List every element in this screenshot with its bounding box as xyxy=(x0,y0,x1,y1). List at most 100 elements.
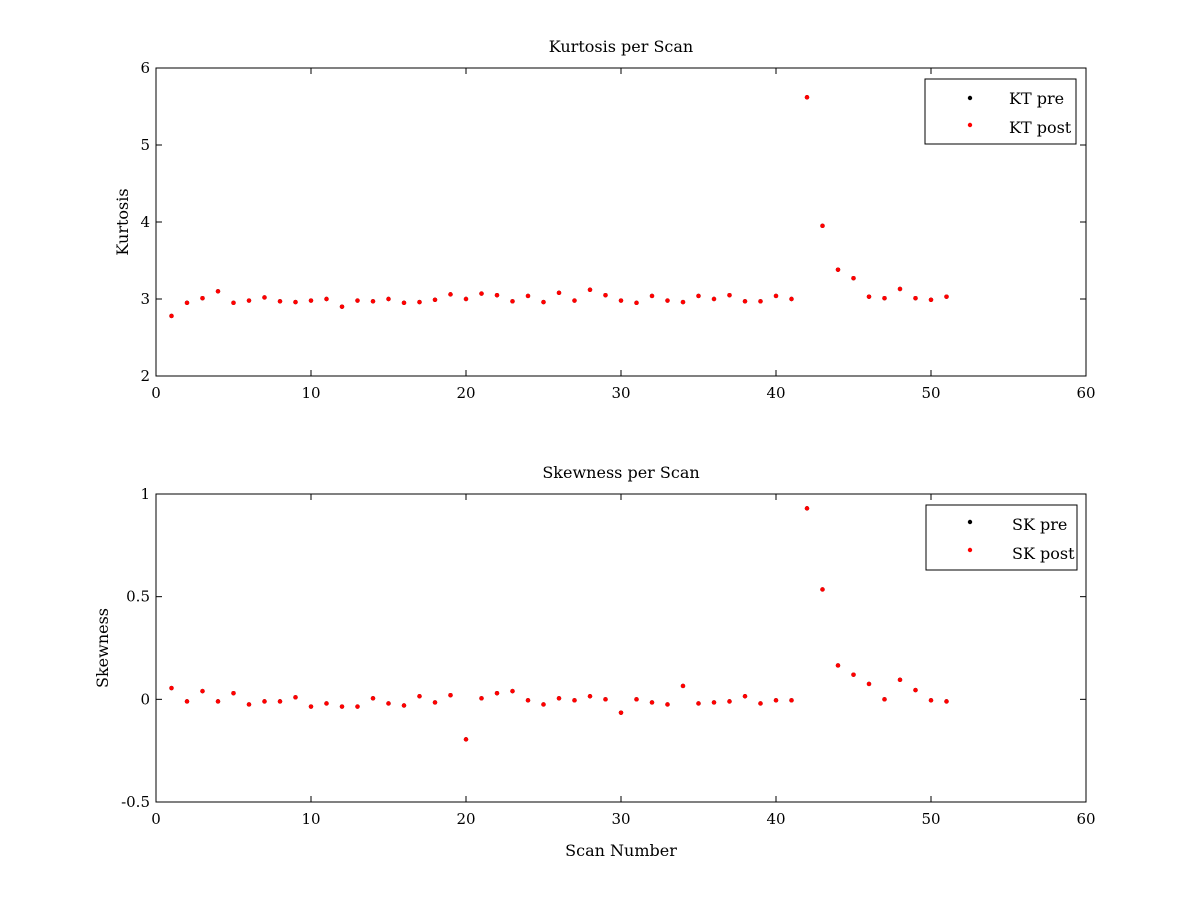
point-kt-post xyxy=(696,293,701,299)
point-sk-post xyxy=(277,699,283,704)
kurtosis-x-tick-label: 20 xyxy=(456,384,475,402)
point-kt-post xyxy=(618,298,624,303)
skewness-y-tick-label: 0 xyxy=(140,690,150,708)
legend-marker-kt-pre xyxy=(967,95,973,101)
point-sk-post xyxy=(727,699,732,704)
point-kt-post xyxy=(587,287,593,292)
skewness-x-tick-label: 20 xyxy=(456,810,475,828)
point-sk-post xyxy=(928,698,934,703)
point-sk-post xyxy=(479,696,484,701)
skewness-y-tick-label: 1 xyxy=(140,485,150,503)
skewness-data-points xyxy=(169,506,949,742)
point-kt-post xyxy=(324,296,329,302)
point-kt-post xyxy=(944,294,949,299)
kurtosis-y-tick-label: 3 xyxy=(140,290,150,308)
point-sk-post xyxy=(618,710,624,715)
legend-marker-sk-post xyxy=(967,547,973,553)
point-kt-post xyxy=(494,292,500,298)
point-kt-post xyxy=(727,292,732,298)
kurtosis-subplot: Kurtosis per Scan Kurtosis 0 10 20 30 40 50 60… xyxy=(113,37,1096,402)
point-sk-post xyxy=(370,696,376,701)
point-kt-post xyxy=(308,298,314,303)
point-kt-post xyxy=(928,297,934,302)
kurtosis-y-tick-label: 4 xyxy=(140,213,150,231)
point-kt-post xyxy=(339,304,345,309)
legend-marker-kt-post xyxy=(967,122,973,128)
point-sk-post xyxy=(246,702,252,707)
point-sk-post xyxy=(758,701,763,706)
point-kt-post xyxy=(649,293,655,299)
point-sk-post xyxy=(386,701,391,706)
point-sk-post xyxy=(866,681,872,687)
point-sk-post xyxy=(882,697,887,702)
point-sk-post xyxy=(200,688,205,694)
point-kt-post xyxy=(711,296,717,302)
kurtosis-legend-box xyxy=(924,78,1077,145)
point-kt-post xyxy=(479,291,484,296)
point-kt-post xyxy=(603,292,608,298)
point-kt-post xyxy=(169,313,174,319)
point-sk-post xyxy=(525,698,531,703)
kurtosis-x-tick-label: 50 xyxy=(921,384,940,402)
point-sk-post xyxy=(293,695,298,700)
point-sk-post xyxy=(835,663,841,668)
point-kt-post xyxy=(758,299,763,304)
point-sk-post xyxy=(587,694,593,699)
kurtosis-legend: KT pre KT post xyxy=(924,78,1077,145)
skewness-x-tick-label: 40 xyxy=(766,810,785,828)
point-kt-post xyxy=(851,276,856,281)
point-kt-post xyxy=(355,298,360,303)
skewness-ticks: 0 10 20 30 40 50 60-0.500.51 xyxy=(121,485,1095,828)
point-sk-post xyxy=(231,690,236,696)
point-kt-post xyxy=(432,297,438,302)
kurtosis-x-tick-label: 40 xyxy=(766,384,785,402)
legend-marker-sk-pre xyxy=(967,519,973,525)
point-kt-post xyxy=(572,298,577,303)
point-sk-post xyxy=(851,672,856,677)
skewness-y-tick-label: -0.5 xyxy=(121,793,150,811)
point-sk-post xyxy=(944,699,949,704)
point-kt-post xyxy=(448,292,453,297)
kurtosis-y-tick-label: 2 xyxy=(140,367,150,385)
point-sk-post xyxy=(401,703,407,708)
kurtosis-chart-title: Kurtosis per Scan xyxy=(549,37,693,56)
point-sk-post xyxy=(510,688,515,694)
point-sk-post xyxy=(355,704,360,709)
point-sk-post xyxy=(432,700,438,705)
point-sk-post xyxy=(820,587,825,592)
legend-label-kt-pre: KT pre xyxy=(1009,89,1064,108)
skewness-x-tick-label: 10 xyxy=(301,810,320,828)
point-sk-post xyxy=(897,677,903,683)
point-sk-post xyxy=(789,698,794,703)
skewness-chart-title: Skewness per Scan xyxy=(542,463,699,482)
point-kt-post xyxy=(246,298,252,303)
kurtosis-y-axis-label: Kurtosis xyxy=(113,188,132,255)
point-kt-post xyxy=(541,299,546,305)
point-kt-post xyxy=(556,290,562,296)
skewness-x-tick-label: 60 xyxy=(1076,810,1095,828)
kurtosis-ticks: 0 10 20 30 40 50 60 2 3 4 5 6 xyxy=(140,59,1095,402)
point-kt-post xyxy=(386,296,391,302)
skewness-x-axis-label: Scan Number xyxy=(565,841,677,860)
point-sk-post xyxy=(696,701,701,706)
skewness-x-tick-label: 50 xyxy=(921,810,940,828)
skewness-y-axis-label: Skewness xyxy=(93,608,112,688)
point-sk-post xyxy=(448,693,453,698)
point-sk-post xyxy=(262,699,267,704)
point-kt-post xyxy=(200,296,205,301)
point-sk-post xyxy=(913,687,918,693)
point-kt-post xyxy=(866,294,872,299)
legend-label-sk-pre: SK pre xyxy=(1012,515,1067,534)
kurtosis-y-tick-label: 5 xyxy=(140,136,150,154)
point-kt-post xyxy=(293,299,298,305)
kurtosis-x-tick-label: 30 xyxy=(611,384,630,402)
kurtosis-data-points xyxy=(169,95,949,319)
point-kt-post xyxy=(510,299,515,304)
point-sk-post xyxy=(417,694,422,699)
point-kt-post xyxy=(789,296,794,302)
point-sk-post xyxy=(494,690,500,696)
skewness-subplot: Skewness per Scan Skewness Scan Number 0… xyxy=(93,463,1096,860)
point-kt-post xyxy=(277,299,283,304)
point-kt-post xyxy=(680,299,686,305)
